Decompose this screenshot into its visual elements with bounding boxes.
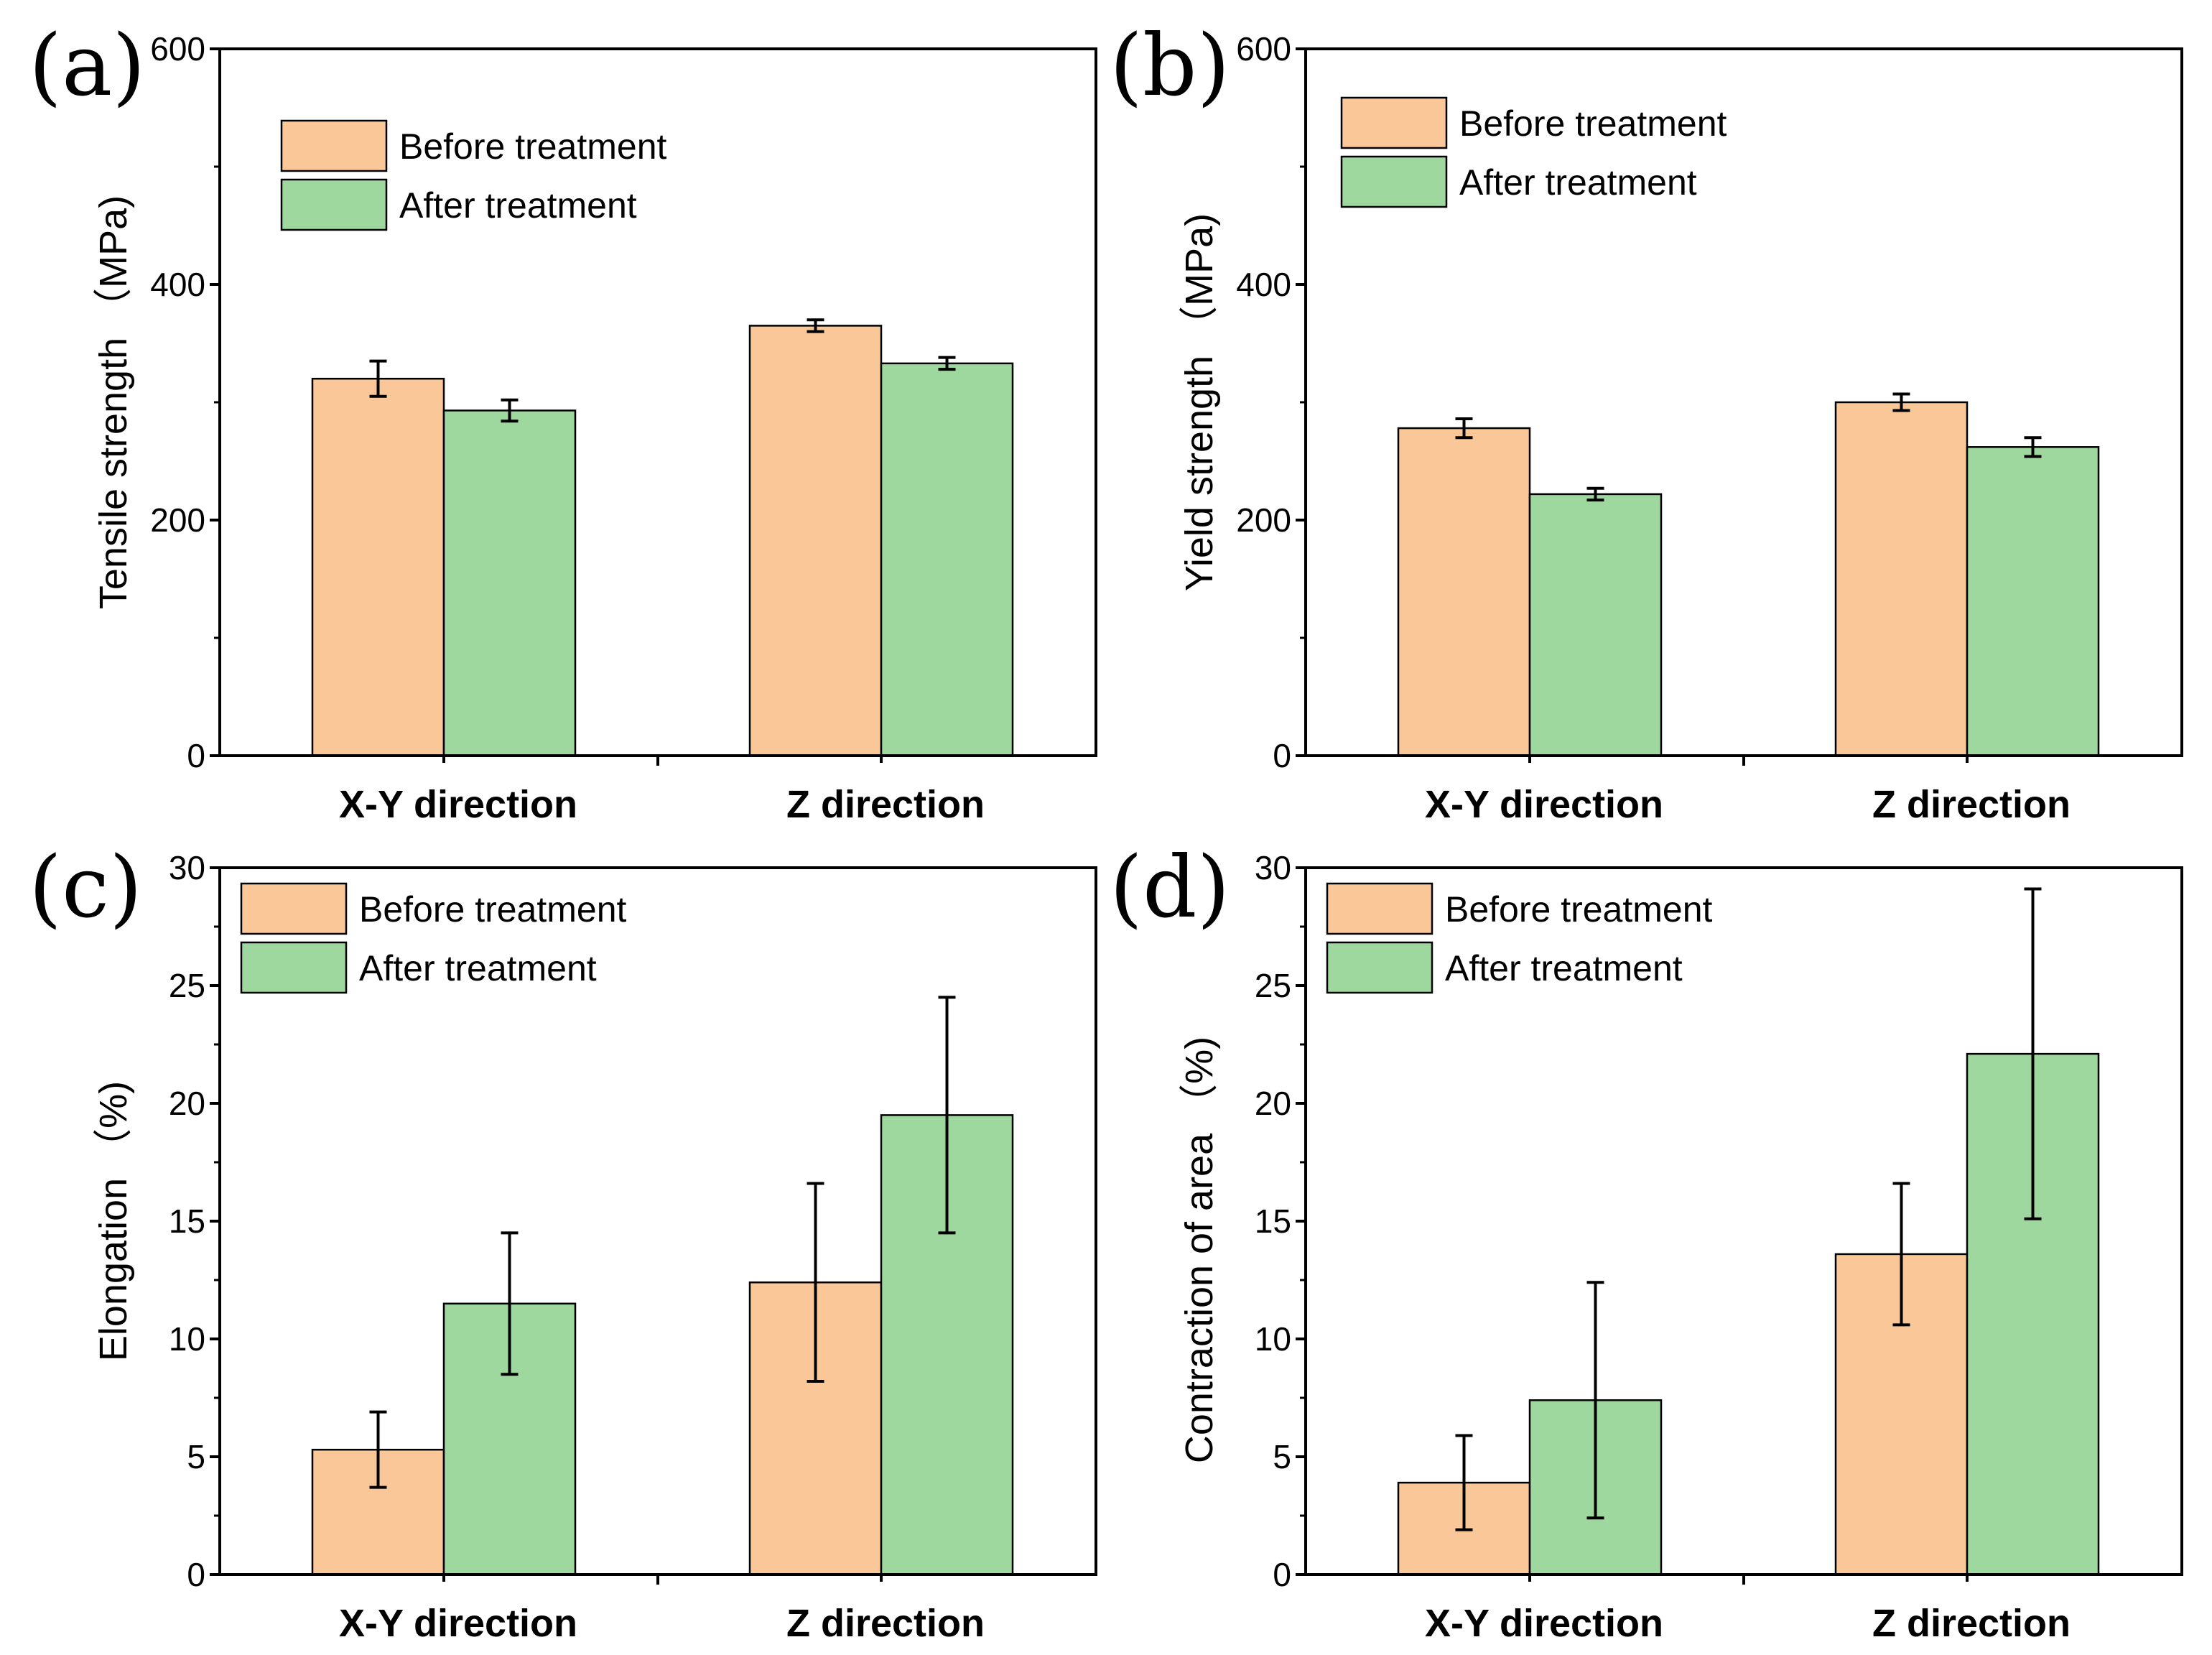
y-tick-label: 400 [150,266,205,303]
bar-before-z [748,325,883,757]
legend-label-before: Before treatment [1445,889,1713,930]
legend-swatch-before [240,882,348,935]
y-axis-title: Elongation （%) [92,1081,135,1361]
x-category-label: X-Y direction [1425,783,1663,826]
bar-after-z [880,362,1014,757]
bar-after-xy [1528,493,1663,757]
y-tick-label: 0 [1273,737,1291,774]
bar-before-xy [1397,427,1531,757]
legend-label-after: After treatment [1445,948,1683,988]
y-tick-label: 25 [1255,967,1291,1004]
chart-panel-b: (b) 0 200 400 600 X-Y direction Z direction Yie… [1110,16,2183,826]
legend-swatch-after [240,941,348,994]
x-category-label: X-Y direction [339,783,577,826]
bar-after-xy [442,409,577,757]
x-category-label: X-Y direction [1425,1602,1663,1645]
y-tick-label: 30 [1255,849,1291,886]
legend-swatch-before [280,119,388,172]
legend-label-before: Before treatment [399,126,667,167]
x-category-label: Z direction [1872,783,2071,826]
y-tick-label: 0 [187,1556,205,1593]
legend-swatch-before [1326,882,1433,935]
bar-after-z [1966,446,2100,757]
legend-swatch-after [280,178,388,231]
legend-label-before: Before treatment [1459,103,1727,144]
y-tick-label: 30 [169,849,205,886]
legend-swatch-after [1326,941,1433,994]
y-tick-label: 5 [1273,1438,1291,1475]
legend-label-after: After treatment [1459,162,1697,203]
chart-panel-a: (a) 0 200 400 600 X-Y direction Z direction Ten… [29,16,1097,826]
x-category-label: X-Y direction [339,1602,577,1645]
y-tick-label: 600 [1236,30,1291,68]
legend-label-after: After treatment [399,185,637,226]
y-tick-label: 20 [1255,1085,1291,1122]
y-tick-label: 5 [187,1438,205,1475]
y-tick-label: 600 [150,30,205,68]
legend-label-before: Before treatment [359,889,627,930]
y-axis-title: Contraction of area （%) [1178,1037,1221,1463]
panel-label: (a) [29,16,145,115]
panel-label: (b) [1110,16,1230,115]
y-tick-label: 10 [169,1320,205,1358]
legend-label-after: After treatment [359,948,597,988]
y-axis-title: Yield strength （MPa) [1178,213,1221,591]
y-tick-label: 20 [169,1085,205,1122]
y-tick-label: 15 [169,1202,205,1240]
chart-panel-c: (c) 0 5 10 15 20 25 30 X-Y direction Z direction E… [29,838,1097,1645]
panel-label: (d) [1110,838,1230,937]
x-category-label: Z direction [786,1602,985,1645]
panel-label: (c) [29,838,142,937]
bar-before-z [1834,401,1969,757]
y-axis-title: Tensile strength （MPa) [92,195,135,609]
legend-swatch-before [1340,96,1448,149]
y-tick-label: 10 [1255,1320,1291,1358]
y-tick-label: 0 [1273,1556,1291,1593]
x-category-label: Z direction [1872,1602,2071,1645]
y-tick-label: 400 [1236,266,1291,303]
y-tick-label: 15 [1255,1202,1291,1240]
chart-panel-d: (d) 0 5 10 15 20 25 30 X-Y direction Z direction C… [1110,838,2183,1645]
y-tick-label: 25 [169,967,205,1004]
y-tick-label: 200 [150,501,205,539]
bar-before-xy [311,377,445,757]
y-tick-label: 0 [187,737,205,774]
legend-swatch-after [1340,155,1448,208]
y-tick-label: 200 [1236,501,1291,539]
x-category-label: Z direction [786,783,985,826]
